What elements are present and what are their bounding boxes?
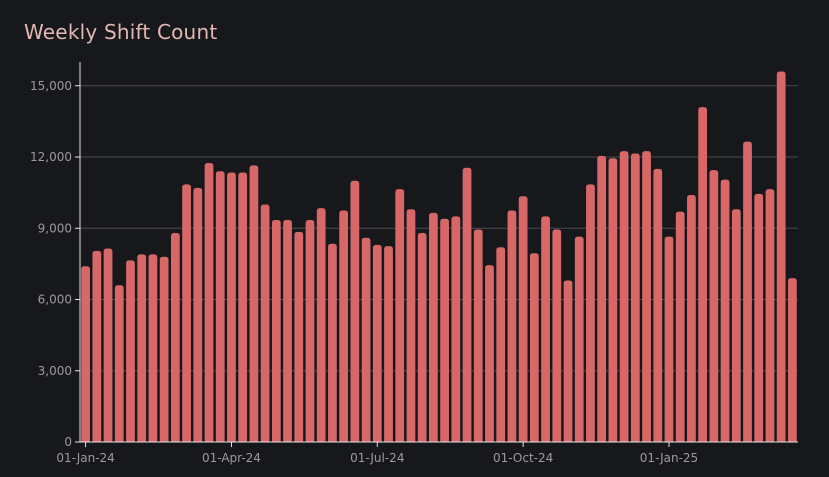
bar [754, 193, 764, 442]
bar [619, 151, 629, 442]
bar [731, 209, 741, 442]
x-tick-label: 01-Apr-24 [202, 451, 261, 465]
bar [473, 229, 483, 442]
bar [384, 246, 393, 442]
bar [720, 179, 730, 442]
bar [148, 254, 158, 442]
bar [103, 248, 113, 442]
bar [653, 168, 663, 442]
bar [429, 212, 438, 442]
bar [126, 260, 135, 442]
bar [305, 219, 315, 442]
bar [788, 278, 797, 442]
bar [283, 219, 292, 442]
bar [698, 107, 708, 442]
bar [765, 189, 775, 442]
bar [406, 209, 416, 442]
bar [675, 211, 685, 442]
bar [563, 280, 573, 442]
bar [294, 231, 304, 442]
bar [541, 216, 550, 442]
bar [215, 171, 225, 442]
x-tick-label: 01-Jan-24 [56, 451, 114, 465]
x-tick-label: 01-Oct-24 [493, 451, 553, 465]
x-tick-label: 01-Jul-24 [350, 451, 404, 465]
bar [372, 244, 382, 442]
bar [271, 219, 281, 442]
bars [81, 71, 797, 442]
bar [642, 151, 651, 442]
tick-labels: 0 3,000 6,000 9,000 12,000 15,000 01-Jan-24 01-… [30, 79, 698, 465]
bar [507, 210, 517, 442]
bar [249, 165, 259, 442]
y-tick-label: 3,000 [38, 364, 72, 378]
bar [114, 285, 124, 442]
bar [776, 71, 786, 442]
bar [193, 187, 203, 442]
bar [182, 184, 191, 442]
bar [485, 265, 494, 442]
bar [339, 210, 349, 442]
bar [159, 256, 169, 442]
bar [328, 243, 337, 442]
bar [361, 237, 371, 442]
bar [204, 162, 214, 442]
bar [395, 189, 405, 442]
bar [350, 180, 360, 442]
bar [227, 172, 236, 442]
bar [81, 266, 90, 442]
y-tick-label: 15,000 [30, 79, 72, 93]
y-tick-label: 9,000 [38, 221, 72, 235]
bar [574, 236, 584, 442]
bar [451, 216, 461, 442]
bar [709, 170, 719, 442]
bar [743, 141, 752, 442]
bar [597, 155, 607, 442]
y-tick-label: 0 [64, 435, 72, 449]
axes [75, 62, 798, 447]
chart-title: Weekly Shift Count [24, 20, 218, 44]
bar [687, 195, 696, 442]
y-tick-label: 6,000 [38, 293, 72, 307]
bar [316, 208, 326, 442]
bar [92, 250, 102, 442]
bar [518, 196, 528, 442]
bar [260, 204, 270, 442]
bar [608, 158, 618, 442]
x-tick-label: 01-Jan-25 [640, 451, 698, 465]
bar [630, 153, 640, 442]
bar [529, 253, 539, 442]
bar [170, 233, 180, 442]
bar [586, 184, 595, 442]
bar [417, 233, 427, 442]
bar [552, 229, 562, 442]
bar [664, 236, 674, 442]
bar [238, 172, 248, 442]
bar [137, 254, 147, 442]
bar [462, 167, 472, 442]
y-tick-label: 12,000 [30, 150, 72, 164]
bar [440, 218, 449, 442]
bar [496, 247, 506, 442]
